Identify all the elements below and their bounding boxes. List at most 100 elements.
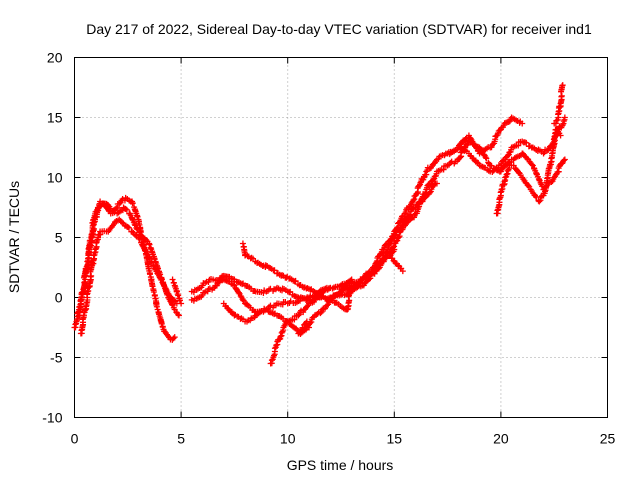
x-tick-label: 5	[177, 431, 185, 447]
data-point	[153, 303, 160, 310]
data-point	[390, 244, 397, 251]
data-point	[175, 312, 182, 319]
data-point	[162, 285, 169, 292]
y-tick-label: 10	[47, 170, 63, 186]
data-point	[178, 300, 185, 307]
data-point	[503, 171, 510, 178]
x-tick-label: 25	[600, 431, 616, 447]
data-point	[168, 294, 175, 301]
data-point	[399, 268, 406, 275]
data-point	[88, 272, 95, 279]
data-point	[494, 207, 501, 214]
grid-lines	[74, 57, 608, 418]
data-point	[171, 297, 178, 304]
data-point	[283, 319, 290, 326]
data-point	[147, 271, 154, 278]
data-point	[170, 335, 177, 342]
y-tick-label: 0	[55, 290, 63, 306]
data-point	[237, 293, 244, 300]
data-point	[455, 144, 462, 151]
y-tick-label: 20	[47, 50, 63, 66]
data-point	[150, 262, 157, 269]
data-point	[271, 345, 278, 352]
data-point	[523, 139, 530, 146]
data-point	[433, 180, 440, 187]
data-point	[72, 321, 79, 328]
data-point	[235, 289, 242, 296]
data-point	[468, 138, 475, 145]
data-point	[271, 267, 278, 274]
data-point	[116, 200, 123, 207]
data-points	[71, 82, 568, 367]
data-point	[331, 292, 338, 299]
data-point	[395, 234, 402, 241]
data-point	[136, 236, 143, 243]
data-point	[561, 114, 568, 121]
chart-title: Day 217 of 2022, Sidereal Day-to-day VTE…	[86, 21, 592, 37]
data-point	[176, 297, 183, 304]
data-point	[560, 157, 567, 164]
y-axis-label: SDTVAR / TECUs	[6, 181, 22, 293]
data-point	[150, 289, 157, 296]
data-point	[551, 140, 558, 147]
data-point	[410, 197, 417, 204]
x-tick-labels: 0 5 10 15 20 25	[71, 431, 616, 447]
data-point	[91, 249, 98, 256]
data-point	[171, 334, 178, 341]
data-point	[346, 297, 353, 304]
data-point	[295, 312, 302, 319]
data-point	[126, 224, 133, 231]
data-point	[129, 228, 136, 235]
data-point	[557, 132, 564, 139]
data-point	[306, 324, 313, 331]
data-point	[366, 276, 373, 283]
data-point	[320, 305, 327, 312]
data-point	[559, 82, 566, 89]
plot-frame	[74, 57, 608, 418]
data-point	[497, 189, 504, 196]
y-tick-label: -10	[42, 410, 62, 426]
data-point	[321, 287, 328, 294]
data-point	[175, 311, 182, 318]
data-point	[489, 168, 496, 175]
data-point	[462, 135, 469, 142]
data-point	[414, 190, 421, 197]
data-point	[133, 224, 140, 231]
x-tick-label: 10	[280, 431, 296, 447]
x-tick-label: 20	[493, 431, 509, 447]
data-point	[335, 291, 342, 298]
data-point	[483, 155, 490, 162]
data-point	[124, 223, 131, 230]
data-point	[215, 279, 222, 286]
y-tick-label: 5	[55, 230, 63, 246]
y-tick-labels: -10 -5 0 5 10 15 20	[42, 50, 62, 426]
data-point	[91, 219, 98, 226]
data-point	[105, 206, 112, 213]
data-point	[528, 161, 535, 168]
data-point	[395, 262, 402, 269]
y-tick-label: 15	[47, 110, 63, 126]
data-point	[417, 179, 424, 186]
data-point	[474, 159, 481, 166]
data-point	[519, 120, 526, 127]
data-point	[561, 156, 568, 163]
data-point	[485, 159, 492, 166]
data-point	[297, 330, 304, 337]
data-point	[430, 176, 437, 183]
x-tick-label: 0	[71, 431, 79, 447]
data-point	[525, 182, 532, 189]
x-tick-label: 15	[387, 431, 403, 447]
data-point	[387, 236, 394, 243]
data-point	[426, 189, 433, 196]
data-point	[457, 154, 464, 161]
data-point	[123, 206, 130, 213]
data-point	[169, 276, 176, 283]
data-point	[416, 182, 423, 189]
data-point	[122, 205, 129, 212]
data-point	[504, 152, 511, 159]
x-axis-label: GPS time / hours	[287, 457, 394, 473]
data-point	[175, 292, 182, 299]
axis-ticks	[74, 57, 608, 418]
data-point	[231, 312, 238, 319]
